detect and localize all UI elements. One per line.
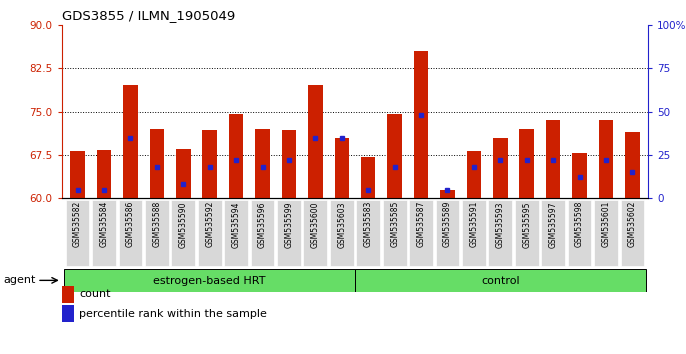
Text: GSM535590: GSM535590	[179, 201, 188, 247]
Text: GSM535600: GSM535600	[311, 201, 320, 247]
Text: count: count	[79, 289, 110, 299]
Text: GSM535589: GSM535589	[443, 201, 452, 247]
Bar	[599, 120, 613, 198]
Text: GDS3855 / ILMN_1905049: GDS3855 / ILMN_1905049	[62, 9, 235, 22]
FancyBboxPatch shape	[541, 200, 565, 266]
FancyBboxPatch shape	[436, 200, 460, 266]
Text: GSM535593: GSM535593	[496, 201, 505, 247]
Bar	[202, 130, 217, 198]
Text: GSM535603: GSM535603	[338, 201, 346, 247]
Bar	[414, 51, 428, 198]
FancyBboxPatch shape	[330, 200, 354, 266]
FancyBboxPatch shape	[198, 200, 222, 266]
FancyBboxPatch shape	[462, 200, 486, 266]
Text: GSM535599: GSM535599	[285, 201, 294, 247]
FancyBboxPatch shape	[224, 200, 248, 266]
FancyBboxPatch shape	[515, 200, 539, 266]
Text: percentile rank within the sample: percentile rank within the sample	[79, 309, 267, 319]
Bar	[255, 129, 270, 198]
Text: GSM535601: GSM535601	[602, 201, 611, 247]
FancyBboxPatch shape	[355, 269, 646, 292]
FancyBboxPatch shape	[66, 200, 89, 266]
Text: GSM535597: GSM535597	[549, 201, 558, 247]
FancyBboxPatch shape	[277, 200, 301, 266]
Text: agent: agent	[3, 275, 36, 285]
Text: GSM535586: GSM535586	[126, 201, 135, 247]
FancyBboxPatch shape	[119, 200, 142, 266]
Text: estrogen-based HRT: estrogen-based HRT	[154, 275, 266, 286]
FancyBboxPatch shape	[303, 200, 327, 266]
Text: GSM535587: GSM535587	[416, 201, 425, 247]
Text: GSM535582: GSM535582	[73, 201, 82, 247]
Bar	[625, 132, 639, 198]
Bar	[229, 114, 244, 198]
Text: GSM535602: GSM535602	[628, 201, 637, 247]
FancyBboxPatch shape	[621, 200, 644, 266]
FancyBboxPatch shape	[488, 200, 512, 266]
Bar	[282, 130, 296, 198]
Bar	[176, 149, 191, 198]
Bar	[519, 129, 534, 198]
Bar	[546, 120, 560, 198]
FancyBboxPatch shape	[145, 200, 169, 266]
Text: GSM535595: GSM535595	[522, 201, 531, 247]
Bar	[361, 156, 375, 198]
Bar	[440, 190, 455, 198]
Text: GSM535596: GSM535596	[258, 201, 267, 247]
Text: GSM535598: GSM535598	[575, 201, 584, 247]
Bar	[335, 138, 349, 198]
Text: GSM535594: GSM535594	[232, 201, 241, 247]
Text: GSM535584: GSM535584	[99, 201, 108, 247]
FancyBboxPatch shape	[64, 269, 355, 292]
Bar	[572, 153, 587, 198]
FancyBboxPatch shape	[250, 200, 274, 266]
Bar	[466, 151, 481, 198]
Bar	[71, 151, 85, 198]
Bar	[308, 86, 322, 198]
Text: GSM535591: GSM535591	[469, 201, 478, 247]
Bar	[123, 86, 138, 198]
Text: GSM535592: GSM535592	[205, 201, 214, 247]
Bar	[150, 129, 164, 198]
FancyBboxPatch shape	[409, 200, 433, 266]
FancyBboxPatch shape	[383, 200, 407, 266]
Text: GSM535588: GSM535588	[152, 201, 161, 247]
FancyBboxPatch shape	[356, 200, 380, 266]
Text: GSM535585: GSM535585	[390, 201, 399, 247]
Bar	[388, 114, 402, 198]
FancyBboxPatch shape	[172, 200, 195, 266]
FancyBboxPatch shape	[92, 200, 116, 266]
Bar	[97, 150, 111, 198]
Text: control: control	[481, 275, 519, 286]
Bar	[493, 138, 508, 198]
FancyBboxPatch shape	[568, 200, 591, 266]
Text: GSM535583: GSM535583	[364, 201, 372, 247]
FancyBboxPatch shape	[594, 200, 618, 266]
